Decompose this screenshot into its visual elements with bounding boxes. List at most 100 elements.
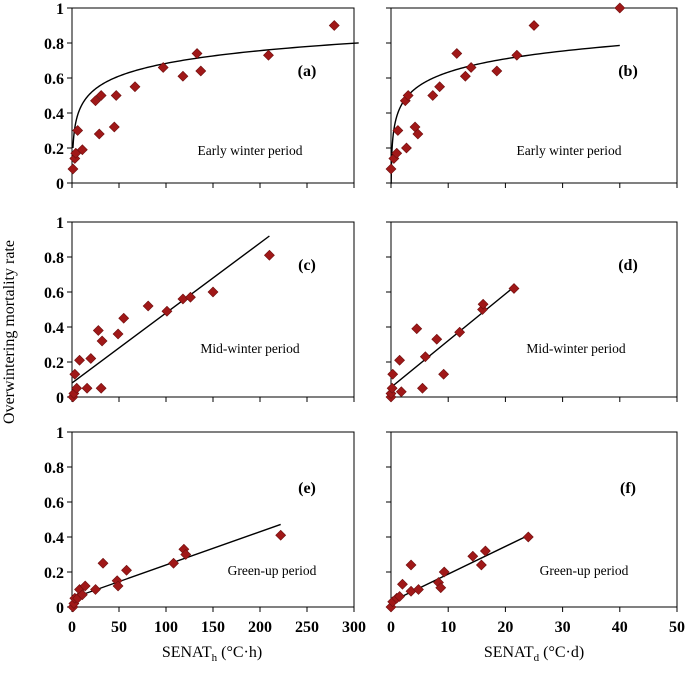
data-point	[385, 163, 397, 175]
x-tick-label: 150	[201, 619, 225, 636]
y-tick-label: 0.6	[44, 285, 64, 302]
period-label: Mid-winter period	[526, 341, 626, 356]
data-point	[508, 283, 520, 294]
data-point	[110, 90, 122, 101]
y-tick-label: 0.2	[44, 141, 64, 158]
period-label: Green-up period	[228, 563, 317, 578]
data-point	[395, 386, 407, 398]
panel-f: 0 10 20 30 40 50 (f) Green-up period	[385, 431, 685, 636]
data-point	[76, 589, 88, 601]
panel-label: (d)	[618, 257, 638, 274]
data-point	[96, 335, 108, 347]
y-tick-label: 0.6	[44, 495, 64, 512]
y-tick-label: 0.6	[44, 71, 64, 88]
data-point	[90, 95, 101, 107]
data-point	[195, 65, 207, 77]
x-axis-title-right-main: SENAT	[484, 644, 534, 661]
data-point	[79, 580, 91, 592]
data-point	[112, 328, 124, 340]
panel-c: 0 0.2 0.4 0.6 0.8 1 (c) Mid-winter period	[44, 215, 355, 407]
y-tick-label: 0.4	[44, 106, 64, 123]
data-point	[614, 2, 626, 14]
data-point	[465, 62, 477, 73]
data-point	[142, 300, 154, 312]
data-point	[394, 354, 406, 366]
panel-label: (b)	[618, 63, 638, 80]
y-tick-label: 1	[56, 1, 64, 18]
data-point	[491, 65, 503, 77]
x-tick-label: 0	[68, 619, 76, 636]
x-tick-label: 20	[497, 619, 513, 636]
data-point	[427, 90, 439, 101]
data-point	[454, 326, 466, 338]
data-point	[467, 550, 479, 562]
data-point	[95, 382, 107, 394]
x-axis-title-left-main: SENAT	[162, 644, 212, 661]
data-point	[477, 298, 489, 310]
data-point	[511, 49, 523, 61]
data-point	[97, 557, 109, 569]
x-axis-title-left-unit: (°C·h)	[217, 644, 262, 661]
data-point	[413, 584, 424, 595]
data-point	[207, 286, 219, 298]
data-point	[419, 351, 431, 363]
fit-line	[71, 235, 270, 384]
x-tick-label: 300	[342, 619, 366, 636]
panel-e: 0 0.2 0.4 0.6 0.8 1 0 50 100 150 200 250 300 (e) Green…	[44, 425, 366, 636]
data-point	[386, 382, 398, 394]
period-label: Early winter period	[517, 143, 622, 158]
data-point	[67, 163, 79, 175]
data-point	[391, 147, 403, 159]
data-point	[112, 580, 124, 592]
y-tick-label: 1	[56, 425, 64, 442]
y-tick-label: 0.4	[44, 530, 64, 547]
data-point	[402, 90, 414, 101]
fit-line	[390, 44, 620, 184]
data-point	[459, 70, 471, 82]
y-axis-title: Overwintering mortality rate	[1, 240, 18, 424]
period-label: Early winter period	[198, 143, 303, 158]
y-tick-label: 0	[56, 390, 64, 407]
period-label: Green-up period	[540, 563, 629, 578]
data-point	[157, 62, 169, 73]
data-point	[451, 48, 463, 59]
x-tick-label: 30	[555, 619, 571, 636]
data-point	[412, 128, 424, 140]
x-tick-label: 0	[387, 619, 395, 636]
y-tick-label: 0.8	[44, 460, 64, 477]
plot-frame	[390, 7, 678, 184]
data-point	[434, 81, 446, 93]
data-point	[275, 529, 287, 541]
y-tick-label: 0.8	[44, 250, 64, 267]
data-point	[435, 582, 447, 594]
x-tick-label: 100	[154, 619, 178, 636]
x-tick-label: 50	[111, 619, 127, 636]
data-point	[76, 144, 88, 156]
data-point	[263, 249, 275, 261]
data-point	[71, 382, 83, 394]
data-point	[394, 591, 406, 602]
panel-label: (e)	[298, 480, 316, 497]
data-point	[191, 48, 203, 59]
data-point	[185, 291, 196, 303]
x-axis-title-left-sub: h	[212, 652, 218, 664]
x-axis-title-right: SENATd (°C·d)	[484, 644, 584, 664]
data-point	[72, 125, 84, 136]
data-point	[263, 49, 274, 61]
y-tick-label: 0.4	[44, 320, 64, 337]
y-tick-label: 0.2	[44, 565, 64, 582]
data-point	[528, 20, 540, 31]
panel-label: (c)	[298, 257, 316, 274]
data-point	[180, 549, 192, 560]
x-axis-title-left: SENATh (°C·h)	[162, 644, 262, 664]
data-point	[438, 566, 450, 578]
data-point	[397, 578, 408, 590]
y-tick-label: 0	[56, 600, 64, 617]
data-point	[85, 353, 97, 364]
data-point	[129, 81, 141, 93]
panel-b: (b) Early winter period	[385, 2, 678, 188]
plot-frame	[71, 221, 355, 398]
data-point	[121, 564, 132, 576]
data-point	[328, 20, 340, 31]
data-point	[168, 557, 179, 569]
